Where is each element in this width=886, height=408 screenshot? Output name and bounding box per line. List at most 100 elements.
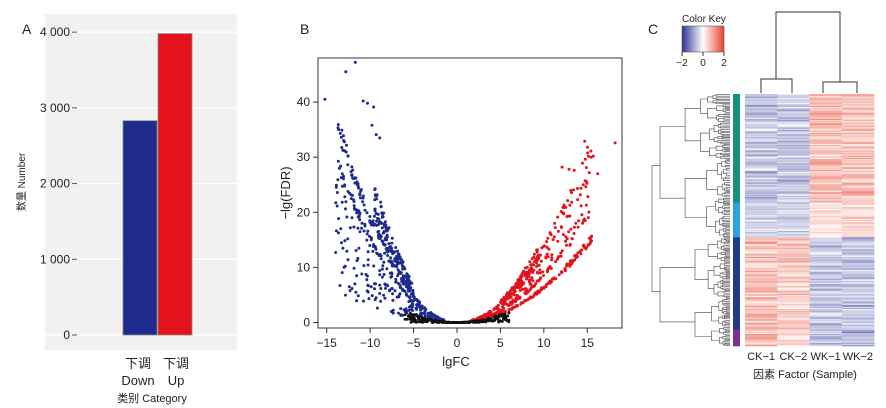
volcano-point	[397, 295, 401, 299]
volcano-point	[380, 226, 384, 230]
volcano-point	[381, 239, 385, 243]
heatmap-cell	[745, 173, 778, 175]
volcano-point	[348, 226, 352, 230]
volcano-point	[583, 157, 587, 161]
heatmap-cell	[777, 213, 810, 215]
heatmap-cell	[745, 216, 778, 219]
row-dendrogram-branch	[724, 320, 726, 323]
volcano-point	[337, 128, 341, 132]
heatmap-cell	[809, 195, 843, 197]
row-dendrogram-branch	[684, 108, 701, 142]
heatmap-cell	[777, 216, 810, 219]
volcano-point	[399, 307, 403, 311]
heatmap-cell	[745, 239, 778, 241]
heatmap-cell	[777, 220, 810, 222]
volcano-point	[345, 215, 349, 219]
volcano-point	[541, 270, 545, 274]
heatmap-cell	[809, 300, 843, 302]
heatmap-cell	[745, 327, 778, 329]
volcano-point	[587, 171, 591, 175]
heatmap-cell	[841, 261, 875, 263]
heatmap-cell	[841, 237, 875, 239]
heatmap-cell	[809, 302, 843, 304]
volcano-point	[337, 231, 340, 235]
volcano-point	[390, 236, 394, 240]
heatmap-cell	[841, 302, 875, 304]
heatmap-cell	[809, 318, 843, 321]
y-tick-label: 30	[297, 150, 311, 164]
volcano-point	[527, 272, 531, 276]
heatmap-cell	[809, 159, 843, 161]
heatmap-cell	[777, 228, 810, 231]
heatmap-cell	[841, 185, 875, 187]
row-dendrogram-branch	[726, 241, 728, 243]
heatmap-cell	[841, 188, 875, 190]
heatmap-cell	[777, 140, 810, 143]
volcano-point	[576, 225, 580, 229]
volcano-point	[360, 226, 364, 230]
heatmap-cell	[809, 275, 843, 277]
heatmap-cell	[841, 225, 875, 227]
heatmap-cell	[777, 111, 810, 113]
heatmap-cell	[809, 210, 843, 212]
heatmap-cell	[841, 161, 875, 163]
heatmap-cell	[745, 148, 778, 150]
volcano-point	[584, 185, 588, 189]
heatmap-cell	[841, 112, 875, 114]
heatmap-cell	[841, 235, 875, 237]
heatmap-cell	[809, 298, 843, 300]
heatmap-cell	[777, 202, 810, 205]
row-dendrogram-branch	[720, 122, 725, 126]
heatmap-cell	[809, 278, 843, 281]
row-dendrogram-branch	[715, 94, 722, 97]
volcano-point	[495, 315, 499, 319]
heatmap-cell	[809, 143, 843, 146]
heatmap-cell	[841, 337, 875, 339]
volcano-point	[516, 278, 520, 282]
heatmap-cell	[777, 338, 810, 340]
heatmap-cell	[745, 162, 778, 164]
volcano-point	[401, 260, 405, 264]
panel-a-letter: A	[22, 21, 32, 37]
heatmap-cell	[745, 198, 778, 200]
heatmap-cell	[745, 140, 778, 143]
volcano-point	[523, 299, 527, 303]
heatmap-cell	[777, 115, 810, 118]
row-dendrogram-branch	[722, 275, 727, 279]
heatmap-cell	[841, 305, 875, 308]
heatmap-cell	[777, 233, 810, 235]
heatmap-cell	[745, 202, 778, 205]
heatmap-cell	[841, 317, 875, 320]
volcano-point	[583, 179, 587, 183]
volcano-point	[583, 139, 587, 143]
heatmap-cell	[777, 289, 810, 291]
row-dendrogram-branch	[725, 256, 728, 258]
row-dendrogram-branch	[718, 129, 721, 134]
volcano-point	[339, 227, 343, 231]
volcano-point	[350, 287, 354, 290]
bar-down[interactable]	[122, 120, 158, 336]
volcano-point	[556, 215, 560, 219]
bar-up[interactable]	[157, 33, 193, 336]
heatmap-cell	[809, 229, 843, 232]
heatmap-cell	[841, 209, 875, 211]
volcano-point	[537, 290, 541, 294]
volcano-point	[357, 246, 361, 250]
heatmap-cell	[745, 294, 778, 297]
row-dendrogram-branch	[724, 256, 726, 259]
volcano-point	[370, 123, 374, 127]
heatmap-cell	[809, 146, 843, 148]
volcano-point	[574, 221, 578, 225]
volcano-point	[576, 251, 580, 255]
heatmap-cell	[841, 208, 875, 210]
volcano-point	[520, 301, 524, 304]
heatmap-cell	[841, 322, 875, 324]
volcano-point	[361, 99, 365, 103]
heatmap-cell	[777, 321, 810, 323]
heatmap-cell	[745, 290, 778, 292]
heatmap-cell	[809, 271, 843, 273]
heatmap-cell	[745, 166, 778, 169]
heatmap-cell	[809, 307, 843, 310]
heatmap-cell	[841, 272, 875, 274]
